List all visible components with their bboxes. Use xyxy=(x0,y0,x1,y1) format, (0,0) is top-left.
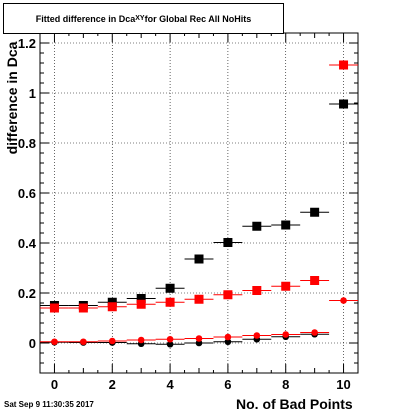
data-point-circle xyxy=(224,333,232,341)
y-tick-label: 1 xyxy=(29,86,36,101)
chart-title-tail: for Global Rec All NoHits xyxy=(144,13,252,24)
data-point-circle xyxy=(195,335,203,342)
data-point-square xyxy=(223,290,233,300)
data-point-circle xyxy=(166,335,174,343)
data-series xyxy=(40,60,358,348)
grid xyxy=(40,33,358,373)
data-point-circle xyxy=(311,329,318,336)
data-point-square xyxy=(223,238,233,247)
x-axis-title: No. of Bad Points xyxy=(236,396,353,412)
data-point-circle xyxy=(166,340,174,348)
x-tick-label: 6 xyxy=(224,377,231,392)
data-point-square xyxy=(136,299,146,309)
data-point-circle xyxy=(224,338,232,346)
data-point-circle xyxy=(80,338,87,346)
y-tick-label: 1.2 xyxy=(18,36,36,51)
data-point-square xyxy=(194,254,204,264)
data-point-circle xyxy=(51,338,58,346)
data-point-square xyxy=(78,303,88,313)
chart-title-subscript: XY xyxy=(135,15,145,22)
y-tick-label: 0.6 xyxy=(18,186,36,201)
data-point-square xyxy=(339,99,349,109)
y-tick-label: 0.8 xyxy=(18,136,36,151)
data-point-square xyxy=(339,60,349,70)
data-point-square xyxy=(165,283,175,293)
data-point-circle xyxy=(137,336,145,344)
data-point-square xyxy=(107,302,117,312)
data-point-circle xyxy=(340,297,347,304)
y-tick-label: 0 xyxy=(29,336,36,351)
x-tick-label: 2 xyxy=(109,377,116,392)
data-point-square xyxy=(49,303,59,313)
data-point-square xyxy=(310,207,320,217)
data-point-square xyxy=(281,220,291,230)
data-point-square xyxy=(165,297,175,307)
data-point-square xyxy=(136,294,146,303)
data-point-circle xyxy=(108,337,116,345)
data-point-circle xyxy=(282,331,290,338)
axis-ticks: 0 2 4 6 8 10 0 0.2 0.4 0.6 0.8 1 1.2 xyxy=(18,32,358,392)
plot-frame xyxy=(39,32,359,374)
timestamp: Sat Sep 9 11:30:35 2017 xyxy=(4,400,94,409)
x-tick-label: 8 xyxy=(282,377,289,392)
data-point-square xyxy=(252,286,262,295)
chart-title-main: Fitted difference in Dca xyxy=(35,13,136,24)
y-tick-label: 0.4 xyxy=(18,236,37,251)
x-tick-label: 10 xyxy=(336,377,350,392)
data-point-square xyxy=(194,294,204,304)
data-point-square xyxy=(252,221,262,231)
data-point-circle xyxy=(253,332,261,339)
x-tick-label: 0 xyxy=(51,377,58,392)
data-point-square xyxy=(281,281,291,291)
data-point-square xyxy=(310,276,320,285)
x-tick-label: 4 xyxy=(166,377,174,392)
y-tick-label: 0.2 xyxy=(18,286,36,301)
chart-title: Fitted difference in Dca XY for Global Re… xyxy=(3,3,284,34)
y-axis-title: difference in Dca xyxy=(4,41,20,155)
